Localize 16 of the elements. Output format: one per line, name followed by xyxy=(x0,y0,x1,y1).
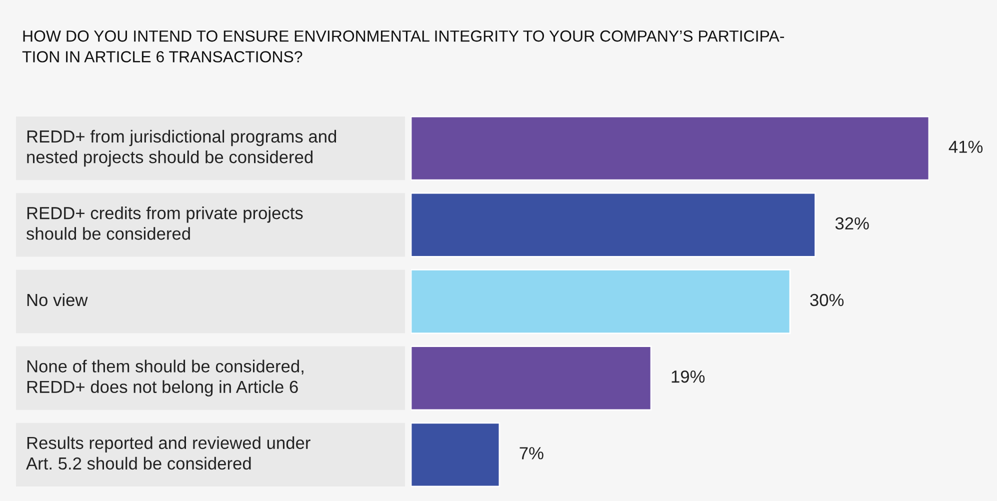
y-tick-label: None of them should be considered, REDD+ does not belong in Article 6 xyxy=(27,360,304,396)
y-tick-label: Results reported and reviewed under Art. 5.2 should be considered xyxy=(26,436,310,470)
bar xyxy=(411,269,791,334)
data-label: 41% xyxy=(948,140,983,153)
bar xyxy=(411,422,500,488)
bar xyxy=(411,116,929,181)
y-tick-label: REDD+ credits from private projects should be considered xyxy=(26,206,303,240)
data-label: 32% xyxy=(835,217,869,230)
data-label: 19% xyxy=(672,370,705,383)
y-tick-label: REDD+ from jurisdictional programs and nested projects should be considered xyxy=(27,130,336,167)
y-tick-label: No view xyxy=(27,293,88,306)
chart-title: HOW DO YOU INTEND TO ENSURE ENVIRONMENTAL INTEGRITY TO YOUR COMPANY’S PARTICIPA- TION IN ARTICLE 6 TRANSACTIONS? xyxy=(22,30,784,62)
data-label: 30% xyxy=(810,294,844,306)
bar xyxy=(411,346,652,411)
data-label: 7% xyxy=(520,447,544,460)
bar xyxy=(411,192,816,258)
